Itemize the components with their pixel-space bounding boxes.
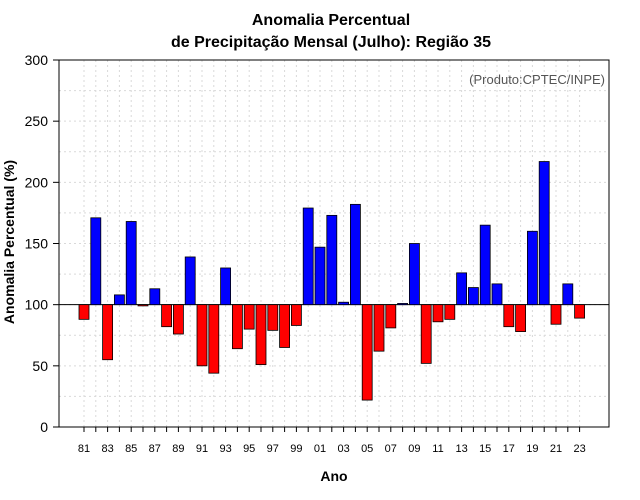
x-axis: 81 83 85 87 89 91 93 95 97 99 01 03 05 07 09 11 13 15 17 19… <box>78 427 586 455</box>
x-tick-label: 11 <box>432 443 443 455</box>
bar-1995 <box>243 304 255 330</box>
bar-2016 <box>491 283 503 306</box>
bar-2006 <box>373 304 385 352</box>
x-tick-label: 15 <box>479 443 491 455</box>
x-tick-label: 01 <box>314 443 326 455</box>
bar-2015 <box>479 224 491 306</box>
bar-1990 <box>184 256 196 306</box>
bar-1999 <box>290 304 302 326</box>
y-tick-label: 200 <box>25 174 49 190</box>
x-tick-label: 91 <box>196 443 208 455</box>
chart-title-line1: Anomalia Percentual <box>252 12 410 29</box>
x-tick-label: 19 <box>526 443 538 455</box>
bar-2019 <box>527 230 538 306</box>
x-tick-label: 89 <box>172 443 184 455</box>
bar-1986 <box>137 304 149 307</box>
x-tick-label: 95 <box>243 443 255 455</box>
x-tick-label: 81 <box>78 443 90 455</box>
y-tick-label: 150 <box>25 236 49 252</box>
bar-2020 <box>538 161 550 306</box>
bar-2007 <box>385 304 397 329</box>
bar-2008 <box>397 303 409 306</box>
y-axis-label: Anomalia Percentual (%) <box>1 160 17 324</box>
bar-1984 <box>114 294 125 306</box>
x-tick-label: 23 <box>573 443 585 455</box>
bar-2005 <box>361 304 373 401</box>
x-tick-label: 13 <box>455 443 467 455</box>
x-tick-label: 09 <box>408 443 420 455</box>
bar-2017 <box>503 304 515 328</box>
bar-1982 <box>90 217 102 306</box>
bar-1983 <box>102 304 113 361</box>
y-tick-label: 300 <box>25 52 49 68</box>
bar-1991 <box>196 304 208 367</box>
bar-2013 <box>456 272 468 306</box>
bar-2010 <box>420 304 432 364</box>
bar-1985 <box>125 221 137 306</box>
x-tick-label: 87 <box>149 443 161 455</box>
bar-1993 <box>220 267 232 306</box>
bar-2018 <box>515 304 526 332</box>
bar-2001 <box>314 246 326 306</box>
x-tick-label: 83 <box>101 443 113 455</box>
x-axis-label: Ano <box>320 468 347 484</box>
bar-2011 <box>432 304 444 323</box>
bars-group <box>78 161 585 401</box>
bar-1994 <box>231 304 243 350</box>
x-tick-label: 03 <box>337 443 349 455</box>
bar-2009 <box>408 243 420 306</box>
bar-2012 <box>444 304 456 320</box>
y-tick-label: 100 <box>25 297 49 313</box>
bar-2004 <box>349 203 361 306</box>
bar-2002 <box>326 214 338 306</box>
bar-2023 <box>574 304 585 319</box>
chart-title-line2: de Precipitação Mensal (Julho): Região 3… <box>171 34 491 51</box>
bar-2000 <box>302 207 314 306</box>
bar-2014 <box>467 287 479 306</box>
bar-1988 <box>161 304 173 328</box>
x-tick-label: 99 <box>290 443 302 455</box>
bar-1987 <box>149 288 161 306</box>
bar-1992 <box>208 304 220 374</box>
bar-1981 <box>78 304 90 320</box>
x-tick-label: 07 <box>385 443 397 455</box>
grid-lines <box>59 60 609 427</box>
y-axis: 0 50 100 150 200 250 300 <box>25 52 59 435</box>
x-tick-label: 17 <box>503 443 515 455</box>
y-tick-label: 50 <box>32 358 48 374</box>
x-tick-label: 05 <box>361 443 373 455</box>
x-tick-label: 97 <box>267 443 279 455</box>
source-label: (Produto:CPTEC/INPE) <box>469 72 605 87</box>
bar-1997 <box>267 304 279 331</box>
x-tick-label: 85 <box>125 443 137 455</box>
bar-1989 <box>172 304 184 335</box>
y-tick-label: 250 <box>25 113 49 129</box>
bar-2021 <box>550 304 562 325</box>
bar-1998 <box>279 304 291 348</box>
bar-2003 <box>338 301 350 306</box>
bar-2022 <box>562 283 574 306</box>
x-tick-label: 93 <box>219 443 231 455</box>
y-tick-label: 0 <box>40 419 48 435</box>
bar-1996 <box>255 304 267 366</box>
x-tick-label: 21 <box>550 443 562 455</box>
